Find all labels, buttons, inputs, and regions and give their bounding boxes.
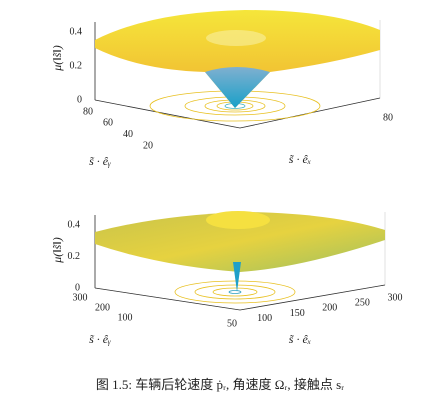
y-tick-label: 60 <box>103 118 113 129</box>
x-tick-label: 150 <box>290 308 305 319</box>
y-tick-label: 40 <box>123 129 133 140</box>
z-tick-label: 0 <box>77 94 82 105</box>
axis-floor <box>94 284 386 311</box>
x-tick-label: 250 <box>355 297 370 308</box>
z-tick-label: 0.4 <box>68 219 81 230</box>
cone <box>205 67 270 108</box>
x-tick-label: 80 <box>383 112 393 123</box>
axis-floor <box>94 97 381 129</box>
bump <box>206 211 270 229</box>
caption: 图 1.5: 车辆后轮速度 ṗᵣ, 角速度 Ωᵣ, 接触点 sᵣ <box>96 377 344 392</box>
surface <box>95 10 380 108</box>
z-label: μ(‖s̃‖) <box>50 237 64 263</box>
y-label: s̃ · êᵧ <box>89 154 111 168</box>
y-tick-label: 200 <box>95 302 110 313</box>
z-tick-label: 0 <box>75 282 80 293</box>
x-tick-label: 200 <box>322 303 337 314</box>
x-tick-label: 300 <box>388 292 403 303</box>
z-tick-label: 0.2 <box>70 60 83 71</box>
x-label: s̃ · êₓ <box>289 152 311 166</box>
y-tick-label: 80 <box>83 106 93 117</box>
z-tick-label: 0.2 <box>68 251 81 262</box>
x-tick-label: 50 <box>227 318 237 329</box>
y-tick-label: 100 <box>118 312 133 323</box>
contours <box>174 280 296 304</box>
plot-1 <box>94 10 381 129</box>
x-tick-label: 100 <box>257 313 272 324</box>
x-label: s̃ · êₓ <box>289 332 311 346</box>
plot-2 <box>94 211 386 311</box>
surface <box>95 212 385 272</box>
highlight <box>206 30 266 46</box>
y-tick-label: 300 <box>73 292 88 303</box>
z-tick-label: 0.4 <box>70 26 83 37</box>
spike <box>233 262 241 292</box>
z-label: μ(‖s̃‖) <box>50 45 64 71</box>
y-label: s̃ · êᵧ <box>89 332 111 346</box>
y-tick-label: 20 <box>143 140 153 151</box>
